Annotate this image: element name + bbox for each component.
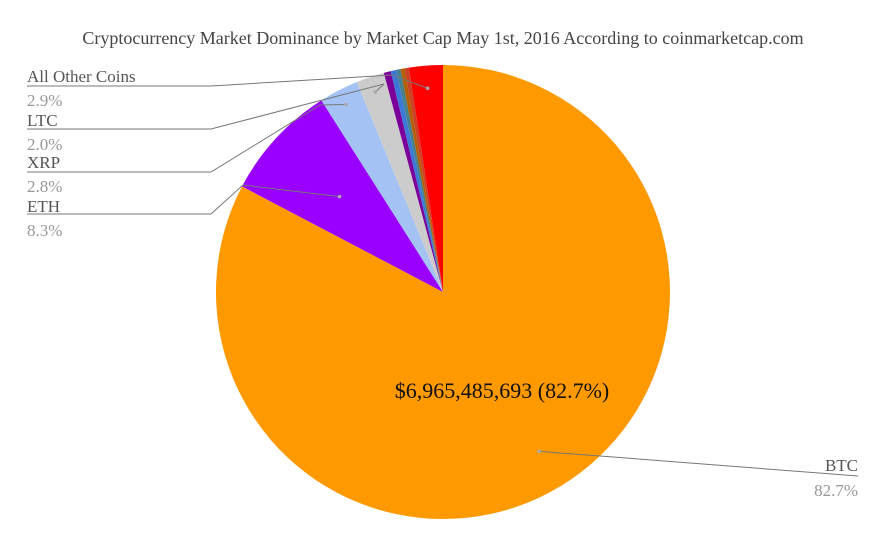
pie-slice-eth	[242, 100, 443, 293]
pie-slice-other-5	[390, 69, 443, 292]
chart-title: Cryptocurrency Market Dominance by Marke…	[82, 28, 803, 48]
label-name-btc: BTC	[825, 456, 858, 475]
pie-slice-other-4	[383, 71, 443, 293]
leader-lines	[27, 74, 859, 477]
label-name-ltc: LTC	[27, 111, 58, 130]
label-name-xrp: XRP	[27, 153, 60, 172]
leader-dot-xrp	[344, 102, 348, 107]
label-pct-btc: 82.7%	[814, 481, 858, 500]
leader-line-xrp	[27, 104, 346, 173]
pie-slice-other-7	[400, 68, 443, 293]
pie-slice-ltc	[356, 72, 443, 292]
pie-slices	[216, 65, 670, 519]
leader-dot-ltc	[373, 90, 378, 94]
leader-line-all-other-coins	[27, 74, 428, 89]
leader-dot-all-other-coins	[425, 86, 430, 91]
pie-slice-xrp	[321, 82, 443, 292]
label-pct-eth: 8.3%	[27, 221, 62, 240]
slice-labels: All Other Coins 2.9% LTC 2.0% XRP 2.8% E…	[27, 67, 858, 500]
pie-slice-other-8	[404, 67, 443, 293]
label-pct-xrp: 2.8%	[27, 177, 62, 196]
leader-line-ltc	[27, 83, 385, 130]
leader-dot-eth	[337, 194, 342, 199]
label-pct-ltc: 2.0%	[27, 135, 62, 154]
btc-value-label: $6,965,485,693 (82.7%)	[395, 378, 609, 403]
leader-dot-btc	[537, 449, 542, 454]
label-name-eth: ETH	[27, 197, 60, 216]
label-pct-all-other-coins: 2.9%	[27, 91, 62, 110]
label-name-all-other-coins: All Other Coins	[27, 67, 136, 86]
leader-line-btc	[539, 450, 859, 477]
pie-slice-other-9	[408, 65, 443, 292]
leader-line-eth	[27, 184, 340, 215]
pie-slice-other-6	[396, 69, 443, 292]
